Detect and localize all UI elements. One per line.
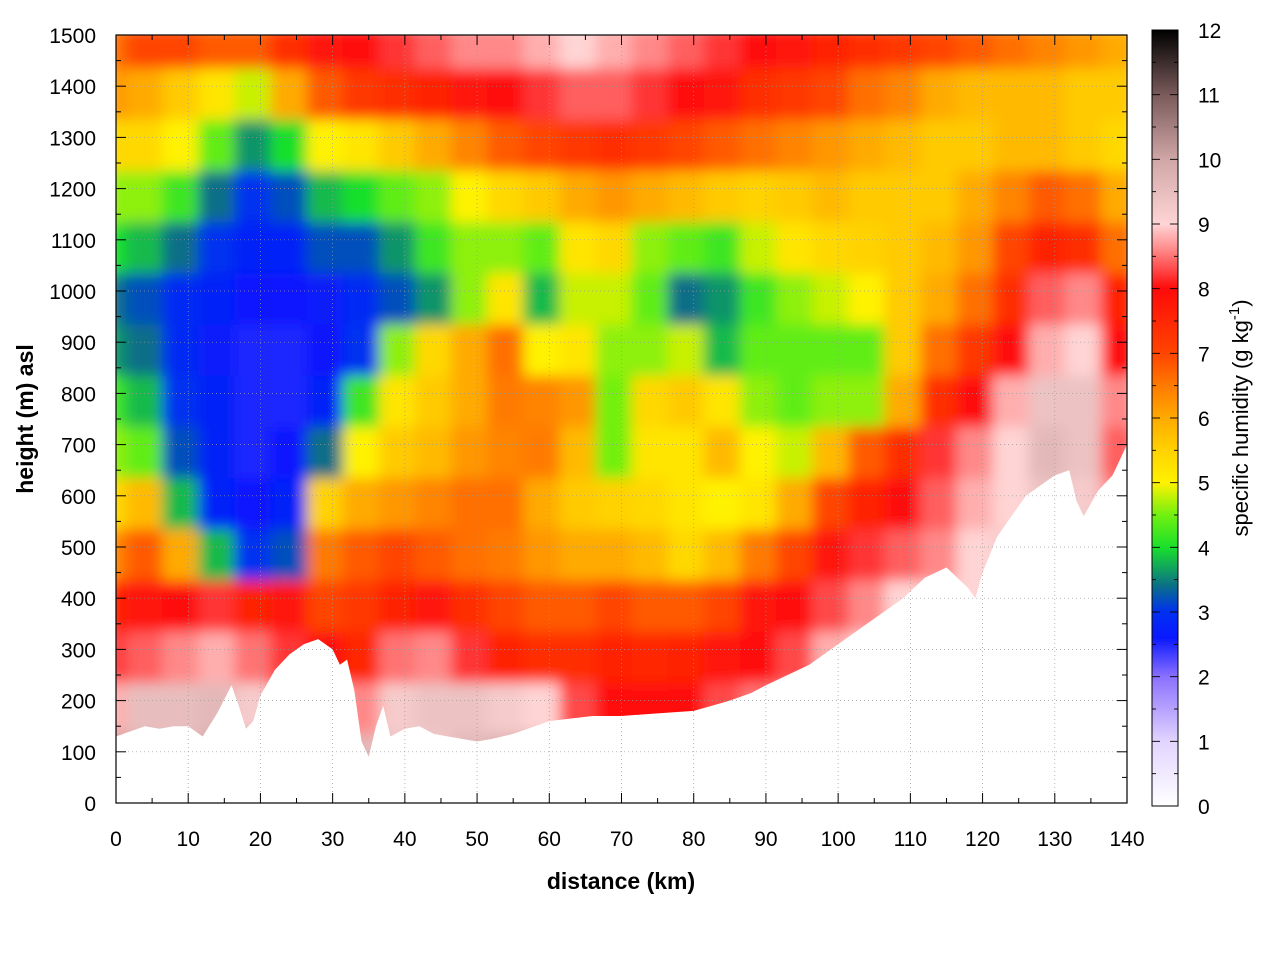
- y-tick-label: 1000: [49, 281, 96, 304]
- x-tick-label: 90: [754, 828, 777, 851]
- colorbar-tick-label: 12: [1198, 20, 1221, 43]
- x-tick-label: 70: [610, 828, 633, 851]
- y-tick-label: 800: [61, 383, 96, 406]
- colorbar-tick-label: 9: [1198, 214, 1210, 237]
- x-tick-label: 0: [110, 828, 122, 851]
- y-tick-label: 0: [84, 793, 96, 816]
- x-tick-label: 60: [538, 828, 561, 851]
- colorbar-title: specific humidity (g kg-1): [1226, 299, 1253, 536]
- colorbar-tick-label: 5: [1198, 473, 1210, 496]
- colorbar-tick-label: 1: [1198, 731, 1210, 754]
- y-tick-label: 400: [61, 588, 96, 611]
- colorbar-tick-label: 3: [1198, 602, 1210, 625]
- x-tick-label: 100: [821, 828, 856, 851]
- heatmap-cell: [631, 718, 684, 757]
- heatmap-cell: [1100, 35, 1127, 69]
- colorbar-tick-label: 0: [1198, 796, 1210, 819]
- colorbar-tick-label: 8: [1198, 279, 1210, 302]
- x-tick-label: 30: [321, 828, 344, 851]
- colorbar-title-prefix: specific humidity (g kg: [1228, 320, 1253, 536]
- x-tick-label: 130: [1037, 828, 1072, 851]
- x-tick-label: 40: [393, 828, 416, 851]
- y-axis-title: height (m) asl: [12, 344, 38, 494]
- colorbar-tick-label: 4: [1198, 537, 1210, 560]
- x-axis-title: distance (km): [547, 868, 695, 894]
- y-tick-label: 1300: [49, 127, 96, 150]
- y-tick-label: 900: [61, 332, 96, 355]
- y-tick-label: 700: [61, 435, 96, 458]
- y-tick-label: 200: [61, 691, 96, 714]
- y-tick-label: 1200: [49, 179, 96, 202]
- y-tick-label: 100: [61, 742, 96, 765]
- x-tick-label: 50: [465, 828, 488, 851]
- x-tick-label: 110: [894, 828, 927, 851]
- colorbar-tick-label: 11: [1198, 85, 1220, 108]
- x-tick-label: 120: [965, 828, 1000, 851]
- grid-lines: [116, 35, 1127, 803]
- x-tick-label: 80: [682, 828, 705, 851]
- y-tick-label: 600: [61, 486, 96, 509]
- y-tick-label: 300: [61, 639, 96, 662]
- y-tick-label: 500: [61, 537, 96, 560]
- y-axis: 0 100 200 300 400 500 600 700 800 900 1000 1100 1200…: [49, 25, 1127, 816]
- x-tick-label: 140: [1109, 828, 1144, 851]
- x-tick-label: 20: [249, 828, 272, 851]
- heatmap-cell: [559, 718, 612, 757]
- colorbar-tick-label: 7: [1198, 343, 1210, 366]
- colorbar-title-sup: -1: [1226, 307, 1243, 320]
- colorbar-title-suffix: ): [1228, 299, 1253, 306]
- colorbar-tick-label: 6: [1198, 408, 1210, 431]
- y-tick-label: 1500: [49, 25, 96, 48]
- colorbar-tick-label: 2: [1198, 667, 1210, 690]
- colorbar-tick-label: 10: [1198, 149, 1221, 172]
- y-tick-label: 1400: [49, 76, 96, 99]
- x-tick-label: 10: [177, 828, 200, 851]
- y-tick-label: 1100: [51, 230, 96, 253]
- x-axis: 0 10 20 30 40 50 60 70 80 90 100 110 120 130 140: [110, 35, 1145, 851]
